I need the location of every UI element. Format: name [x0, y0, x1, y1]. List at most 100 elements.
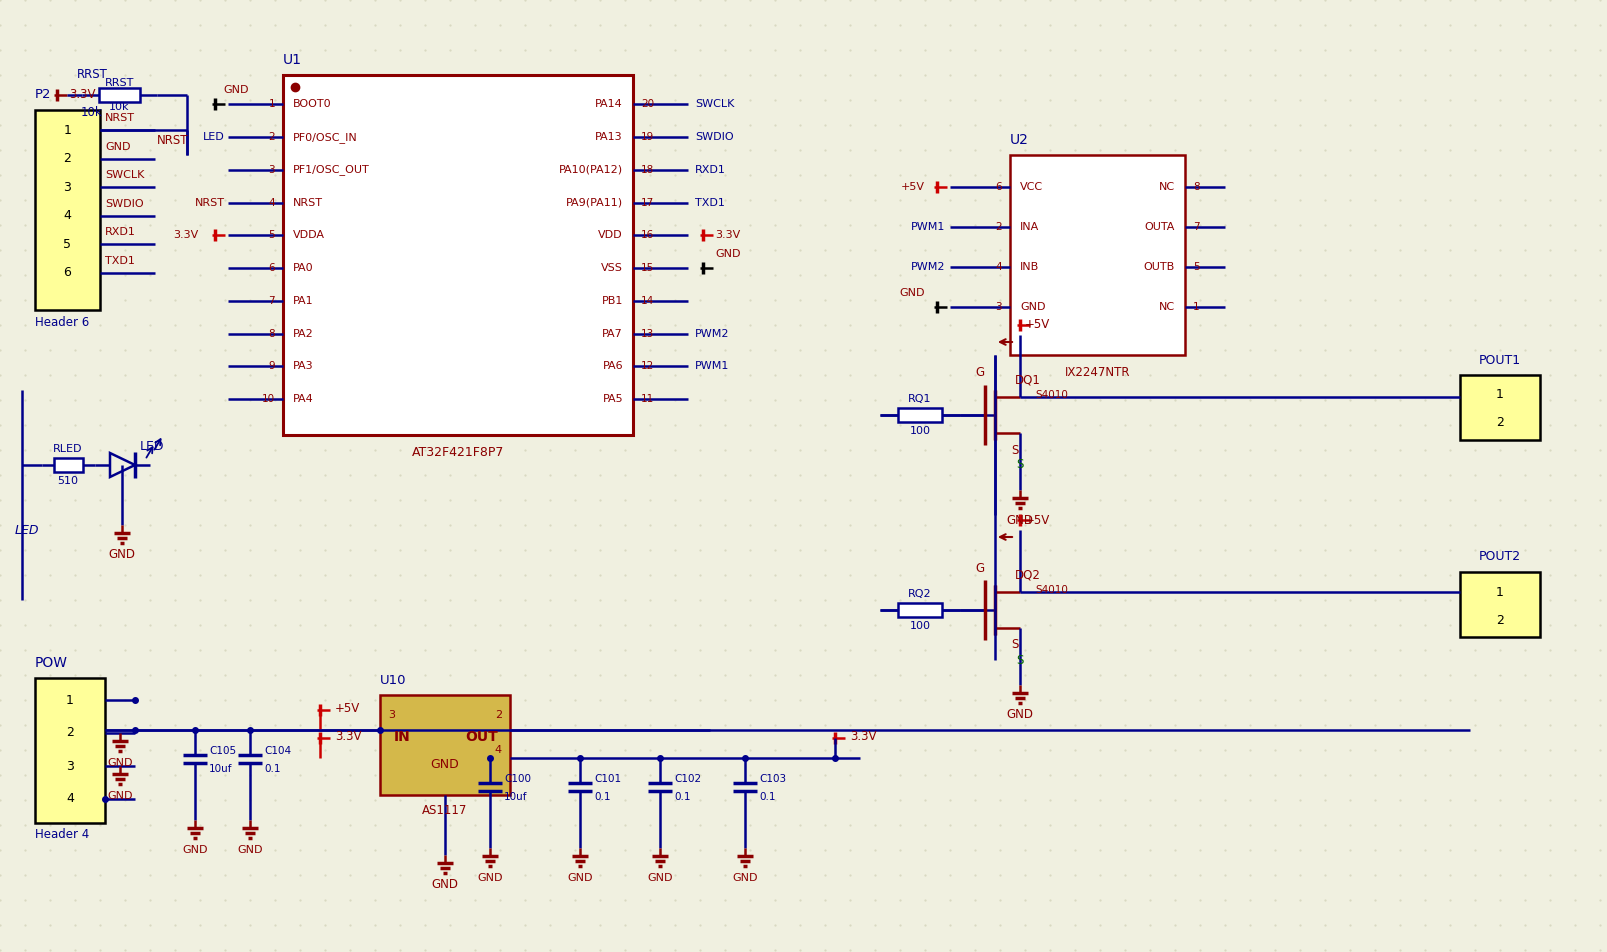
Text: PA6: PA6 [603, 361, 624, 371]
Text: Header 4: Header 4 [35, 828, 90, 842]
Text: 5: 5 [268, 230, 275, 240]
Text: 510: 510 [58, 476, 79, 486]
Text: C105: C105 [209, 746, 236, 756]
Bar [55, 458, 84, 472]
Text: PF0/OSC_IN: PF0/OSC_IN [292, 131, 358, 143]
Text: AS1117: AS1117 [423, 803, 468, 817]
Text: SWDIO: SWDIO [104, 199, 143, 208]
Text: 0.1: 0.1 [595, 792, 611, 802]
Text: GND: GND [104, 142, 130, 151]
Text: GND: GND [108, 791, 133, 801]
Text: 10uf: 10uf [209, 764, 233, 774]
Text: G: G [975, 367, 985, 380]
Text: GND: GND [900, 288, 926, 298]
Text: 10uf: 10uf [505, 792, 527, 802]
Text: PA2: PA2 [292, 328, 313, 339]
Text: 4: 4 [64, 209, 71, 222]
Text: RXD1: RXD1 [104, 228, 137, 237]
Text: 3.3V: 3.3V [69, 89, 95, 102]
Text: GND: GND [432, 879, 458, 891]
Text: C101: C101 [595, 774, 622, 784]
Text: 100: 100 [910, 426, 930, 436]
Text: 8: 8 [268, 328, 275, 339]
Text: GND: GND [108, 758, 133, 768]
Text: S4010: S4010 [1035, 585, 1069, 595]
Text: C104: C104 [264, 746, 291, 756]
Text: 3.3V: 3.3V [172, 230, 198, 240]
Text: IX2247NTR: IX2247NTR [1065, 367, 1130, 380]
Text: VDDA: VDDA [292, 230, 325, 240]
Bar [1461, 375, 1540, 440]
Text: U10: U10 [379, 673, 407, 686]
Text: NC: NC [1159, 302, 1175, 312]
Text: GND: GND [715, 249, 741, 259]
Text: GND: GND [109, 548, 135, 562]
Text: OUTB: OUTB [1144, 262, 1175, 272]
Text: +5V: +5V [334, 702, 360, 715]
Text: 0.1: 0.1 [264, 764, 281, 774]
Text: 13: 13 [641, 328, 654, 339]
Text: 3.3V: 3.3V [334, 729, 362, 743]
Text: 0.1: 0.1 [673, 792, 691, 802]
Text: SWDIO: SWDIO [694, 132, 734, 142]
Bar [100, 88, 140, 102]
Text: INA: INA [1020, 222, 1040, 232]
Text: 6: 6 [995, 182, 1003, 192]
Text: PF1/OSC_OUT: PF1/OSC_OUT [292, 165, 370, 175]
Text: 2: 2 [268, 132, 275, 142]
Text: LED: LED [14, 524, 40, 537]
Text: NC: NC [1159, 182, 1175, 192]
Text: VCC: VCC [1020, 182, 1043, 192]
Text: GND: GND [238, 845, 264, 855]
Text: PA1: PA1 [292, 296, 313, 306]
Text: 1: 1 [66, 693, 74, 706]
Text: RQ2: RQ2 [908, 589, 932, 599]
Text: 4: 4 [995, 262, 1003, 272]
Text: PA5: PA5 [603, 394, 624, 404]
Text: PWM2: PWM2 [911, 262, 945, 272]
Text: S: S [1016, 459, 1024, 471]
Text: +5V: +5V [1025, 513, 1051, 526]
Text: PWM1: PWM1 [911, 222, 945, 232]
Text: PA10(PA12): PA10(PA12) [559, 165, 624, 175]
Text: S: S [1016, 653, 1024, 666]
Bar [283, 75, 633, 435]
Text: 5: 5 [64, 238, 71, 250]
Text: 1: 1 [1496, 388, 1504, 402]
Text: 3: 3 [268, 165, 275, 175]
Text: C103: C103 [759, 774, 786, 784]
Text: GND: GND [477, 873, 503, 883]
Text: RQ1: RQ1 [908, 394, 932, 404]
Text: 16: 16 [641, 230, 654, 240]
Text: 10: 10 [262, 394, 275, 404]
Text: C102: C102 [673, 774, 701, 784]
Text: S4010: S4010 [1035, 390, 1069, 400]
Text: GND: GND [567, 873, 593, 883]
Bar [35, 678, 104, 823]
Text: RLED: RLED [53, 444, 82, 454]
Text: 7: 7 [268, 296, 275, 306]
Text: C100: C100 [505, 774, 530, 784]
Text: 9: 9 [268, 361, 275, 371]
Bar [379, 695, 509, 795]
Text: 1: 1 [1192, 302, 1199, 312]
Text: 4: 4 [268, 198, 275, 208]
Text: S: S [1011, 639, 1019, 651]
Text: GND: GND [648, 873, 673, 883]
Text: 4: 4 [495, 745, 501, 755]
Text: PA7: PA7 [603, 328, 624, 339]
Text: LED: LED [140, 441, 164, 453]
Text: 20: 20 [641, 99, 654, 109]
Text: GND: GND [223, 86, 249, 95]
Text: 0.1: 0.1 [759, 792, 776, 802]
Text: GND: GND [733, 873, 759, 883]
Text: OUTA: OUTA [1144, 222, 1175, 232]
Text: RRST: RRST [104, 78, 135, 88]
Text: +5V: +5V [1025, 319, 1051, 331]
Text: U2: U2 [1011, 133, 1028, 147]
Text: PA14: PA14 [595, 99, 624, 109]
Text: 12: 12 [641, 361, 654, 371]
Text: 3: 3 [64, 181, 71, 193]
Text: VSS: VSS [601, 263, 624, 273]
Text: LED: LED [202, 132, 225, 142]
